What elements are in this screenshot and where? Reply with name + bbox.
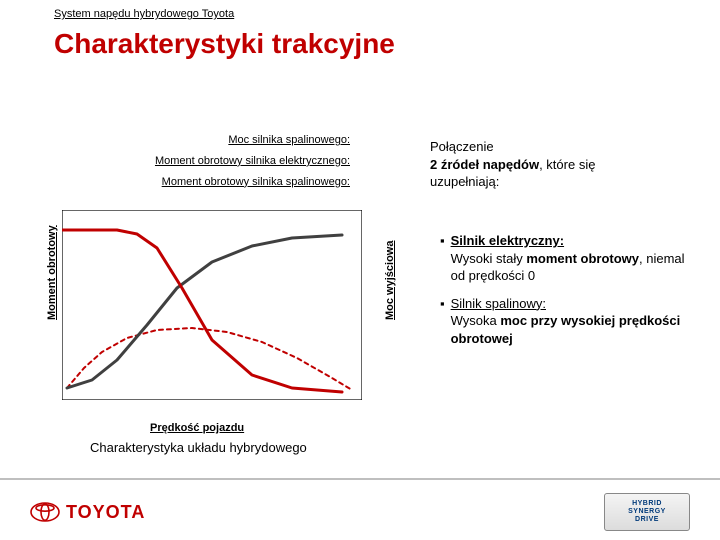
intro-text: Połączenie 2 źródeł napędów, które się u… <box>430 138 690 191</box>
legend-motor-torque: Moment obrotowy silnika elektrycznego: <box>90 151 350 172</box>
hsd-badge: HYBRID SYNERGY DRIVE <box>604 493 690 531</box>
intro-line2-bold: 2 źródeł napędów <box>430 157 539 172</box>
hsd-line3: DRIVE <box>635 516 659 524</box>
bullet-0-pre: Wysoki stały <box>451 251 527 266</box>
bullet-square-icon: ▪ <box>440 232 445 285</box>
hsd-line1: HYBRID <box>632 500 662 508</box>
chart-subcaption: Charakterystyka układu hybrydowego <box>90 440 307 455</box>
chart-legend: Moc silnika spalinowego: Moment obrotowy… <box>90 130 350 193</box>
toyota-wordmark: TOYOTA <box>66 502 145 523</box>
intro-line2-rest: , które się <box>539 157 595 172</box>
bullet-list: ▪ Silnik elektryczny: Wysoki stały momen… <box>440 232 700 357</box>
slide-root: System napędu hybrydowego Toyota Charakt… <box>0 0 720 540</box>
footer: TOYOTA HYBRID SYNERGY DRIVE <box>0 490 720 534</box>
y-axis-left-label: Moment obrotowy <box>46 225 58 320</box>
footer-divider <box>0 478 720 480</box>
x-axis-label: Prędkość pojazdu <box>150 422 244 434</box>
bullet-0-bold: moment obrotowy <box>526 251 639 266</box>
bullet-item-0: ▪ Silnik elektryczny: Wysoki stały momen… <box>440 232 700 285</box>
traction-chart <box>62 210 382 420</box>
intro-line1: Połączenie <box>430 139 494 154</box>
hsd-line2: SYNERGY <box>628 508 666 516</box>
bullet-square-icon: ▪ <box>440 295 445 348</box>
intro-line3: uzupełniają: <box>430 174 499 189</box>
toyota-emblem-icon <box>30 502 60 522</box>
toyota-logo: TOYOTA <box>30 502 145 523</box>
y-axis-right-label: Moc wyjściowa <box>384 241 396 320</box>
breadcrumb: System napędu hybrydowego Toyota <box>54 8 234 20</box>
bullet-1-title: Silnik spalinowy: <box>451 296 546 311</box>
legend-engine-power: Moc silnika spalinowego: <box>90 130 350 151</box>
slide-title: Charakterystyki trakcyjne <box>54 28 395 60</box>
legend-engine-torque: Moment obrotowy silnika spalinowego: <box>90 172 350 193</box>
bullet-item-1: ▪ Silnik spalinowy: Wysoka moc przy wyso… <box>440 295 700 348</box>
bullet-0-title: Silnik elektryczny: <box>451 233 564 248</box>
bullet-1-pre: Wysoka <box>451 313 501 328</box>
chart-svg <box>62 210 362 400</box>
